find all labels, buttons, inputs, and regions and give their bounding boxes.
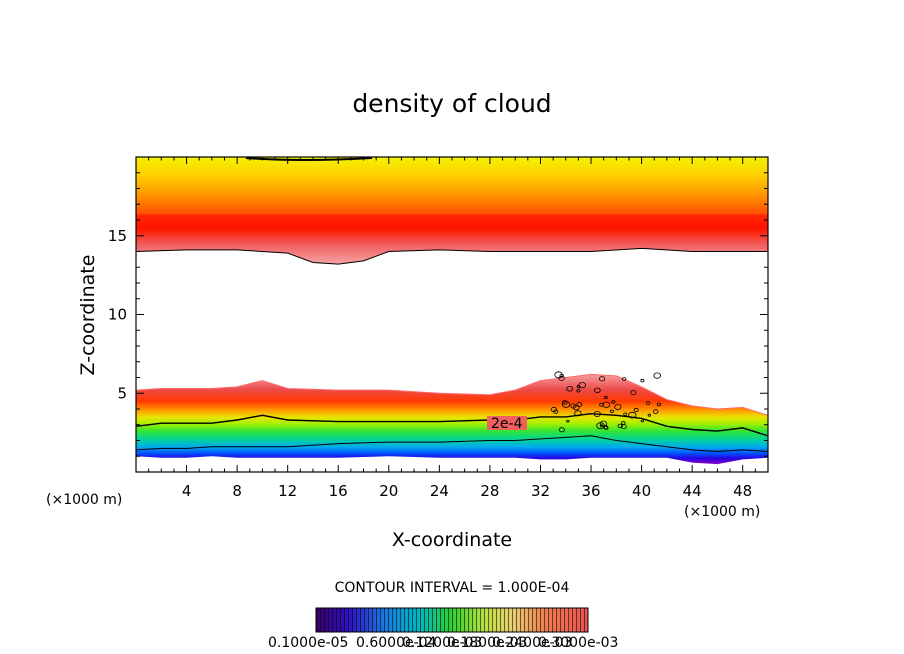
y-tick-labels: 5 10 15 (108, 227, 127, 402)
chart-title: density of cloud (352, 89, 551, 118)
contour-label-bg (487, 416, 527, 430)
noise-contour (623, 412, 628, 416)
noise-contour (611, 400, 616, 404)
noise-contour (653, 372, 661, 379)
noise-contour (593, 410, 601, 417)
axis-ticks (136, 157, 768, 472)
x-tick-label: 4 (182, 482, 192, 500)
convective-noise-contours (550, 371, 662, 433)
colorbar-segments (316, 608, 588, 632)
noise-contour (621, 377, 627, 381)
noise-contour (574, 410, 582, 417)
noise-contour (558, 427, 565, 433)
noise-contour (603, 395, 608, 400)
noise-contour (640, 378, 645, 383)
x-tick-label: 16 (329, 482, 348, 500)
noise-contour (559, 373, 564, 378)
y-axis-label: Z-coordinate (77, 255, 99, 376)
y-tick-label: 5 (117, 384, 127, 402)
colorbar-tick-label: 0.6000e-04 (356, 635, 437, 651)
colorbar-overlapping-labels: 0.6000e-040.1200e-030.1800e-030.2400e-03… (356, 635, 618, 651)
noise-contour (598, 376, 606, 382)
x-tick-label: 28 (480, 482, 499, 500)
colorbar-tick-label: 0.1200e-03 (402, 635, 482, 651)
x-tick-label: 24 (430, 482, 449, 500)
noise-contour (576, 389, 581, 393)
x-tick-label: 12 (278, 482, 297, 500)
x-tick-label: 8 (232, 482, 242, 500)
lower-band-edge (136, 373, 768, 416)
x-axis-label: X-coordinate (392, 529, 512, 551)
noise-contour (566, 419, 570, 423)
noise-contour (599, 424, 604, 428)
noise-contour (640, 419, 645, 423)
noise-contour (647, 413, 652, 417)
x-unit-right: (×1000 m) (684, 504, 760, 520)
x-tick-labels: 4 8 12 16 20 24 28 32 36 40 44 48 (182, 482, 752, 500)
plot-area: 2e-4 (136, 157, 768, 465)
x-tick-label: 48 (733, 482, 752, 500)
lower-cloud-band (136, 374, 768, 465)
x-tick-label: 36 (581, 482, 600, 500)
noise-contour (578, 382, 586, 389)
colorbar-tick-label: 0.1800e-03 (447, 635, 527, 651)
noise-contour (633, 407, 639, 413)
noise-contour (609, 409, 614, 413)
x-tick-label: 20 (379, 482, 398, 500)
noise-contour (550, 406, 558, 413)
noise-contour (656, 402, 662, 407)
noise-contour (603, 425, 609, 430)
noise-contour (617, 423, 623, 429)
upper-cloud-band (136, 157, 768, 265)
contour-label: 2e-4 (491, 416, 523, 432)
noise-contour (572, 404, 580, 411)
x-tick-label: 32 (531, 482, 550, 500)
noise-contour (621, 421, 626, 425)
noise-contour (554, 371, 563, 379)
x-tick-label: 40 (632, 482, 651, 500)
colorbar-tick-label: 0.3000e-03 (538, 635, 618, 651)
x-tick-label: 44 (683, 482, 702, 500)
x-unit-left: (×1000 m) (46, 492, 122, 508)
noise-contour (630, 390, 637, 396)
upper-band-edge (136, 247, 768, 265)
noise-contour (645, 400, 651, 405)
colorbar-frame (315, 607, 589, 633)
contour-4e-4 (136, 435, 768, 453)
y-tick-label: 15 (108, 227, 127, 245)
noise-contour (603, 425, 609, 430)
noise-contour (653, 409, 659, 414)
noise-contour (594, 387, 601, 393)
contour-interval: CONTOUR INTERVAL = 1.000E-04 (335, 580, 570, 596)
colorbar-tick-label: 0.2400e-03 (492, 635, 572, 651)
noise-contour (566, 385, 574, 392)
noise-contour (562, 400, 568, 405)
noise-contour (561, 401, 571, 408)
colorbar-labels: 0.1000e-05 (268, 635, 348, 651)
noise-contour (614, 404, 622, 410)
noise-contour (628, 411, 637, 419)
noise-contour (599, 402, 604, 407)
y-tick-label: 10 (108, 306, 127, 324)
top-contour-fragment (245, 157, 373, 161)
